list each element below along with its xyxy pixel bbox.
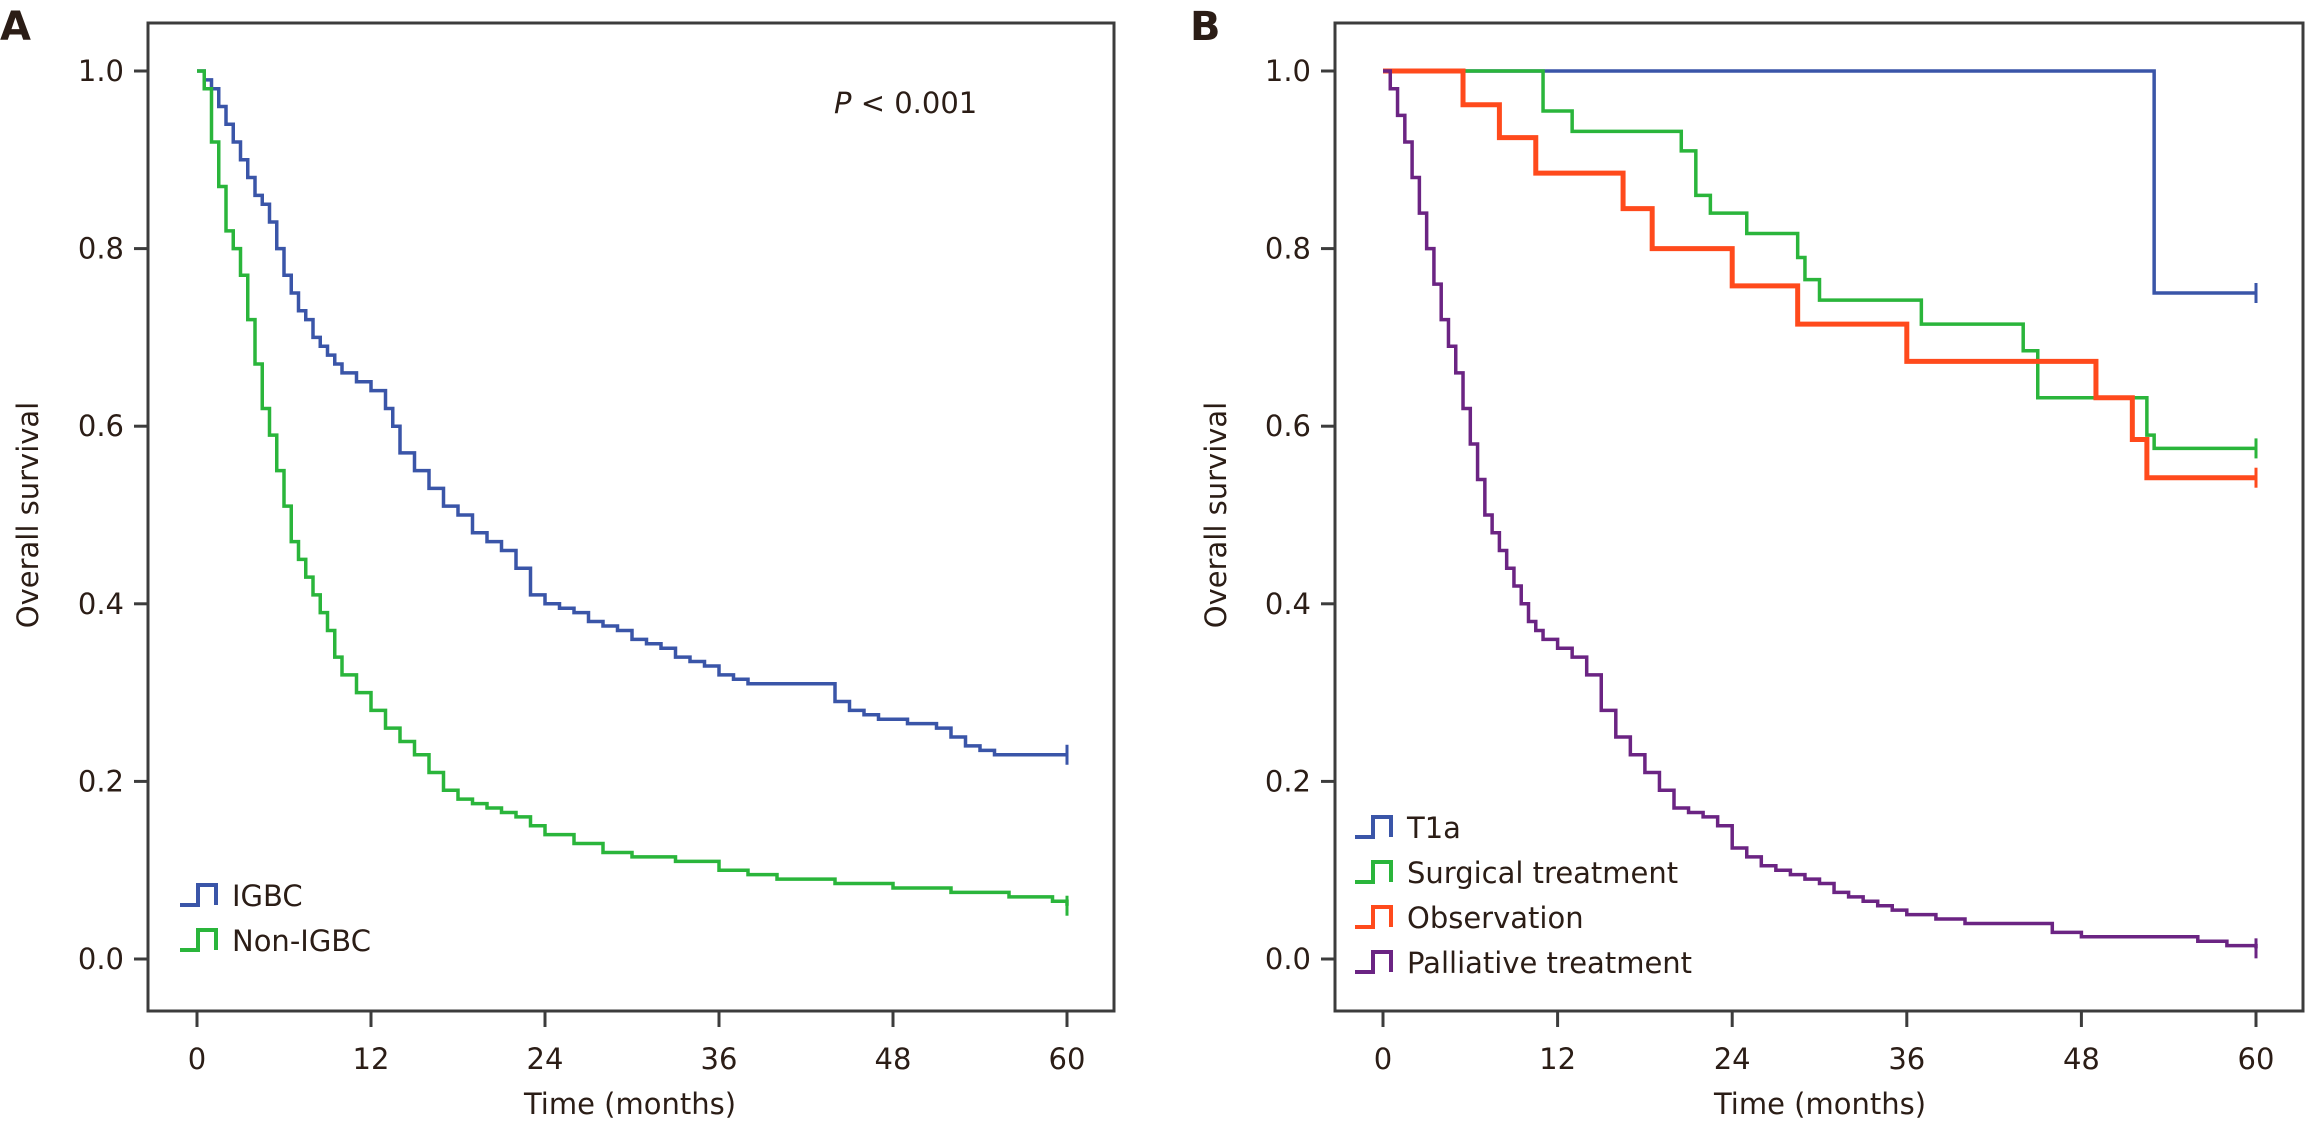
panel-b-plot-area [1333,21,2305,1013]
panel-b-series-palliative-treatment [1383,69,2258,949]
panel-b-y-ticks: 0.0 0.2 0.4 0.6 0.8 1.0 [1265,54,1335,976]
panel-a-series [197,69,1069,916]
panel-b-series-t1a [1383,69,2256,295]
panel-a-y-tick-label: 0.8 [78,232,124,266]
panel-b-x-tick-label: 24 [1714,1042,1751,1076]
panel-a-y-axis-title: Overall survival [11,402,45,628]
panel-b-legend-swatch-surgical-treatment [1355,860,1393,884]
p-value-italic: P [834,86,852,120]
panel-b-series-observation [1383,68,2256,481]
panel-b-series-surgical-treatment [1383,69,2256,451]
panel-a-y-tick-label: 0.2 [78,764,124,798]
panel-a-x-tick-label: 24 [527,1042,564,1076]
panel-a-series-non-igbc [197,69,1069,906]
panel-b-x-tick-label: 48 [2063,1042,2100,1076]
panel-a: A 0.0 0.2 0.4 0.6 0.8 1.0 0 12 24 36 48 60 Overall… [0,4,1116,1121]
panel-b-x-tick-label: 12 [1539,1042,1576,1076]
panel-b-y-tick-label: 0.6 [1265,409,1311,443]
panel-b-label: B [1190,4,1221,50]
panel-b-x-tick-label: 60 [2238,1042,2275,1076]
panel-b-legend-label-observation: Observation [1407,901,1584,935]
panel-a-legend: IGBC Non-IGBC [180,879,371,958]
panel-a-y-tick-label: 0.4 [78,587,124,621]
panel-a-plot-area [146,21,1116,1013]
panel-b-x-ticks: 0 12 24 36 48 60 [1374,1011,2275,1076]
panel-a-y-tick-label: 0.6 [78,409,124,443]
panel-b-x-axis-title: Time (months) [1713,1087,1926,1121]
panel-b-legend: T1a Surgical treatment Observation Palliati… [1355,811,1692,980]
panel-b-y-axis-title: Overall survival [1199,402,1233,628]
panel-a-x-axis-title: Time (months) [523,1087,736,1121]
panel-b-y-tick-label: 0.8 [1265,232,1311,266]
panel-a-series-igbc [197,69,1067,757]
p-value-text: < 0.001 [852,86,978,120]
panel-a-label: A [0,4,31,50]
panel-b-y-tick-label: 0.2 [1265,764,1311,798]
panel-a-legend-label-igbc: IGBC [232,879,303,913]
panel-b-legend-swatch-observation [1355,905,1393,929]
panel-b-legend-label-palliative-treatment: Palliative treatment [1407,946,1692,980]
panel-a-x-tick-label: 36 [701,1042,738,1076]
panel-b-legend-swatch-t1a [1355,815,1393,839]
panel-b-legend-swatch-palliative-treatment [1355,950,1393,974]
panel-b-x-tick-label: 0 [1374,1042,1392,1076]
panel-a-x-tick-label: 48 [875,1042,912,1076]
panel-b-x-tick-label: 36 [1888,1042,1925,1076]
panel-a-x-tick-label: 0 [188,1042,206,1076]
panel-a-y-tick-label: 0.0 [78,942,124,976]
panel-a-legend-swatch-igbc [180,883,218,907]
panel-a-legend-swatch-non-igbc [180,928,218,952]
panel-a-y-ticks: 0.0 0.2 0.4 0.6 0.8 1.0 [78,54,148,976]
panel-b-series [1383,68,2258,959]
panel-b-y-tick-label: 0.4 [1265,587,1311,621]
panel-b-legend-label-t1a: T1a [1406,811,1461,845]
panel-a-x-tick-label: 12 [353,1042,390,1076]
panel-a-x-ticks: 0 12 24 36 48 60 [188,1011,1086,1076]
p-value-annotation: P < 0.001 [834,86,977,120]
panel-b-y-tick-label: 0.0 [1265,942,1311,976]
panel-a-x-tick-label: 60 [1049,1042,1086,1076]
panel-b-y-tick-label: 1.0 [1265,54,1311,88]
panel-b-legend-label-surgical-treatment: Surgical treatment [1407,856,1678,890]
panel-a-y-tick-label: 1.0 [78,54,124,88]
panel-b: B 0.0 0.2 0.4 0.6 0.8 1.0 0 12 24 36 48 60 Overall… [1190,4,2305,1121]
panel-a-legend-label-non-igbc: Non-IGBC [232,924,371,958]
